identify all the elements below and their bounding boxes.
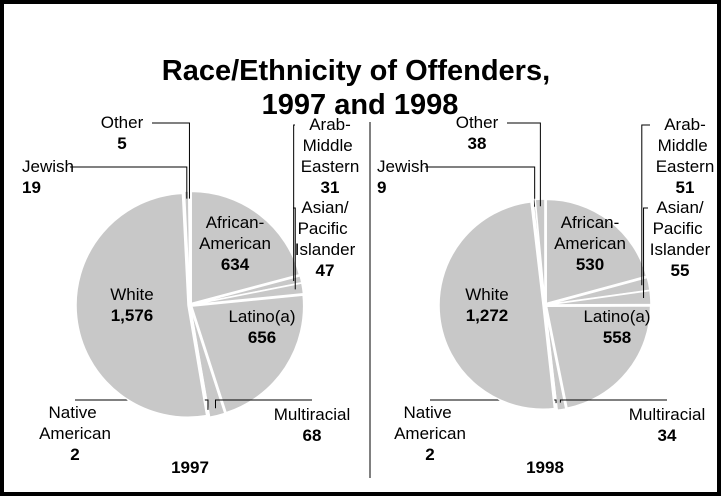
label-line: Native (49, 403, 102, 422)
pie-slice (191, 282, 305, 306)
leader-line (507, 122, 541, 207)
leader-line (425, 166, 536, 207)
label-line: Islander (295, 240, 356, 259)
label-line: Other (101, 113, 144, 132)
slice-value: 38 (468, 134, 487, 153)
label-line: Native (404, 403, 457, 422)
leader-line (152, 122, 190, 199)
pie-slice (189, 306, 211, 419)
slice-value: 656 (248, 328, 276, 347)
slice-value: 34 (658, 426, 677, 445)
label-line: Arab- (664, 115, 706, 134)
slice-label: Multiracial (629, 405, 706, 424)
slice-value: 1,272 (466, 306, 509, 325)
slice-label: African- American (199, 213, 271, 253)
label-line: Latino(a) (228, 307, 295, 326)
label-line: Asian/ (301, 198, 349, 217)
slice-value: 68 (303, 426, 322, 445)
label-line: American (39, 424, 111, 443)
label-line: American (394, 424, 466, 443)
label-line: Asian/ (656, 198, 704, 217)
slice-label: White (110, 285, 153, 304)
slice-value: 2 (70, 445, 79, 464)
slice-label: White (465, 285, 508, 304)
label-line: Latino(a) (583, 307, 650, 326)
slice-value: 31 (321, 178, 340, 197)
label-line: Middle (303, 136, 358, 155)
title-line: 1997 and 1998 (262, 89, 459, 121)
slice-value: 19 (22, 178, 41, 197)
pie-slice (546, 289, 652, 306)
slice-label: Jewish (22, 157, 74, 176)
pie-slice (545, 305, 652, 410)
slice-value: 2 (425, 445, 434, 464)
label-line: American (199, 234, 271, 253)
label-line: Jewish (377, 157, 429, 176)
slice-value: 5 (117, 134, 126, 153)
label-line: Pacific (298, 219, 353, 238)
slice-value: 47 (316, 261, 335, 280)
slice-label: Arab- Middle Eastern (301, 115, 360, 176)
label-line: Islander (650, 240, 711, 259)
leader-line (293, 124, 295, 282)
leader-line (430, 399, 557, 404)
slice-value: 634 (221, 255, 250, 274)
label-line: Arab- (309, 115, 351, 134)
pie-slice (438, 201, 556, 410)
slice-label: Latino(a) (228, 307, 295, 326)
slice-label: Multiracial (274, 405, 351, 424)
slice-label: Other (101, 113, 144, 132)
slice-label: Jewish (377, 157, 429, 176)
label-line: Multiracial (274, 405, 351, 424)
slice-value: 51 (676, 178, 695, 197)
slice-label: Latino(a) (583, 307, 650, 326)
pie-slice (190, 294, 305, 414)
label-line: Other (456, 113, 499, 132)
slice-value: 1,576 (111, 306, 154, 325)
pie-slice (545, 198, 648, 305)
slice-label: Asian/Pacific Islander (650, 198, 711, 259)
label-line: White (110, 285, 153, 304)
label-line: Eastern (301, 157, 360, 176)
slice-label: Other (456, 113, 499, 132)
slice-label: African- American (554, 213, 626, 253)
leader-line (641, 124, 650, 286)
label-line: Multiracial (629, 405, 706, 424)
pie-slice (75, 192, 208, 418)
label-line: Eastern (656, 157, 715, 176)
label-line: African- (561, 213, 620, 232)
label-line: White (465, 285, 508, 304)
title-line: Race/Ethnicity of Offenders, (162, 55, 558, 87)
leader-line (75, 399, 209, 410)
leader-line (559, 399, 667, 403)
label-line: Middle (658, 136, 713, 155)
slice-value: 55 (671, 261, 690, 280)
slice-value: 558 (603, 328, 631, 347)
slice-label: Native American (39, 403, 111, 443)
leader-line (643, 207, 648, 299)
slice-value: 9 (377, 178, 386, 197)
label-line: Pacific (653, 219, 708, 238)
slice-label: Asian/Pacific Islander (295, 198, 356, 259)
label-line: American (554, 234, 626, 253)
slice-label: Native American (394, 403, 466, 443)
leader-line (70, 166, 188, 199)
slice-value: 530 (576, 255, 604, 274)
leader-line (293, 207, 296, 290)
pie-slice (544, 306, 558, 412)
year-label: 1998 (526, 458, 564, 477)
label-line: Jewish (22, 157, 74, 176)
year-label: 1997 (171, 458, 209, 477)
slice-label: Arab- Middle Eastern (656, 115, 715, 176)
leader-line (214, 399, 312, 409)
chart-title: Race/Ethnicity of Offenders, 1997 and 19… (162, 55, 558, 121)
label-line: African- (206, 213, 265, 232)
